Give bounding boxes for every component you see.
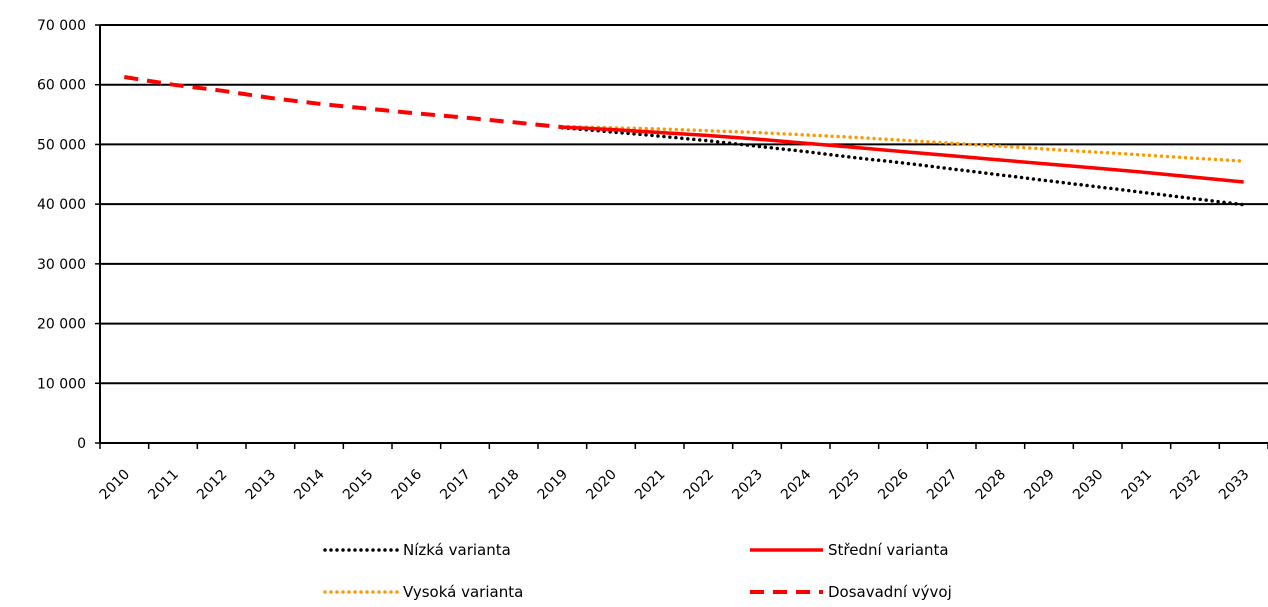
legend-label: Nízká varianta (403, 541, 511, 559)
x-tick-label: 2011 (145, 467, 182, 504)
series-line-3 (560, 124, 1246, 163)
x-tick-label: 2025 (827, 467, 864, 504)
x-tick-label: 2027 (924, 467, 961, 504)
legend-label: Dosavadní vývoj (828, 583, 952, 601)
x-axis: 2010 2011 2012 2013 2014 2015 2016 2017 2018 2019… (97, 443, 1268, 503)
x-tick-label: 2032 (1167, 467, 1204, 504)
series-line-4 (123, 75, 563, 130)
x-tick-label: 2023 (729, 467, 766, 504)
y-tick-label: 50 000 (37, 137, 86, 153)
x-tick-label: 2026 (875, 466, 912, 503)
x-tick-label: 2029 (1021, 467, 1058, 504)
x-tick-label: 2024 (778, 466, 815, 503)
x-tick-label: 2021 (632, 467, 669, 504)
y-tick-label: 70 000 (37, 18, 86, 34)
series-line-2 (562, 125, 1244, 184)
x-tick-label: 2028 (973, 467, 1010, 504)
y-tick-label: 20 000 (37, 317, 86, 333)
y-tick-label: 0 (77, 436, 86, 452)
y-tick-label: 10 000 (37, 376, 86, 392)
legend-label: Vysoká varianta (403, 583, 523, 601)
x-tick-label: 2017 (437, 467, 474, 504)
x-tick-label: 2019 (535, 467, 572, 504)
y-tick-label: 40 000 (37, 197, 86, 213)
y-axis: 0 10 000 20 000 30 000 40 000 50 000 60 000 70 … (37, 18, 101, 452)
series-lines (123, 75, 1246, 207)
x-tick-label: 2014 (291, 466, 328, 503)
series-line-1 (560, 125, 1246, 207)
y-tick-label: 30 000 (37, 257, 86, 273)
x-tick-label: 2018 (486, 467, 523, 504)
x-tick-label: 2030 (1070, 467, 1107, 504)
legend: Nízká varianta Střední varianta Vysoká var… (323, 541, 952, 601)
x-tick-label: 2015 (340, 467, 377, 504)
legend-label: Střední varianta (828, 541, 949, 559)
gridlines (100, 24, 1268, 444)
x-tick-label: 2010 (97, 467, 134, 504)
x-tick-label: 2022 (681, 467, 718, 504)
x-tick-label: 2013 (243, 467, 280, 504)
x-tick-label: 2033 (1216, 467, 1253, 504)
x-tick-label: 2012 (194, 467, 231, 504)
x-tick-label: 2016 (389, 466, 426, 503)
x-tick-label: 2031 (1119, 467, 1156, 504)
x-tick-label: 2020 (583, 467, 620, 504)
y-tick-label: 60 000 (37, 78, 86, 94)
